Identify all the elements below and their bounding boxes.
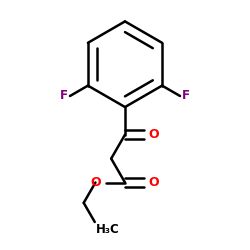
Text: H₃C: H₃C (96, 223, 120, 236)
Text: O: O (148, 176, 159, 189)
Text: F: F (182, 90, 190, 102)
Text: F: F (60, 90, 68, 102)
Text: O: O (148, 128, 159, 141)
Text: O: O (90, 176, 101, 189)
